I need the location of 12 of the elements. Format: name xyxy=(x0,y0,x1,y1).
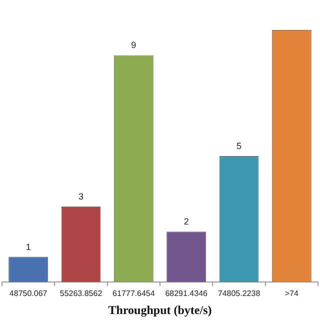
x-axis-title: Throughput (byte/s) xyxy=(108,302,212,317)
data-label: 9 xyxy=(131,40,136,50)
x-tick-label: 61777.6454 xyxy=(112,289,156,298)
x-tick-label: 68291.4346 xyxy=(165,289,208,298)
data-label: 5 xyxy=(236,140,242,151)
x-tick-label: >74 xyxy=(284,289,299,298)
data-label: 2 xyxy=(184,216,189,227)
x-tick-label: 55263.8562 xyxy=(60,289,103,298)
data-label: 1 xyxy=(26,242,31,252)
x-tick-label: 48750.067 xyxy=(9,289,48,298)
data-label: 3 xyxy=(78,191,84,202)
x-tick-label: 74805.2238 xyxy=(218,289,261,298)
